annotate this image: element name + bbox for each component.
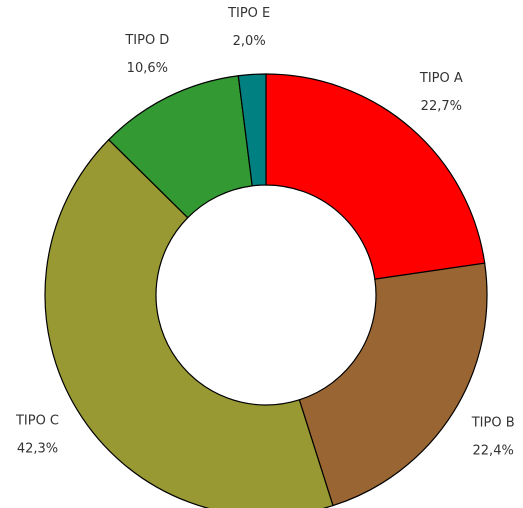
- slice-label: TIPO B: [471, 416, 515, 431]
- donut-slice: [298, 262, 488, 507]
- slice-value-label: 22,7%: [421, 99, 462, 114]
- donut-slice: [44, 138, 334, 508]
- slice-value-label: 42,3%: [17, 442, 58, 457]
- slice-label: TIPO D: [124, 33, 169, 48]
- slice-value-label: 10,6%: [127, 61, 168, 76]
- donut-slice: [237, 73, 267, 187]
- donut-slice: [265, 73, 486, 280]
- slice-label: TIPO A: [419, 71, 463, 86]
- slice-value-label: 2,0%: [233, 34, 266, 49]
- slice-label: TIPO E: [227, 6, 270, 21]
- slice-label: TIPO C: [15, 414, 59, 429]
- slice-value-label: 22,4%: [473, 444, 514, 459]
